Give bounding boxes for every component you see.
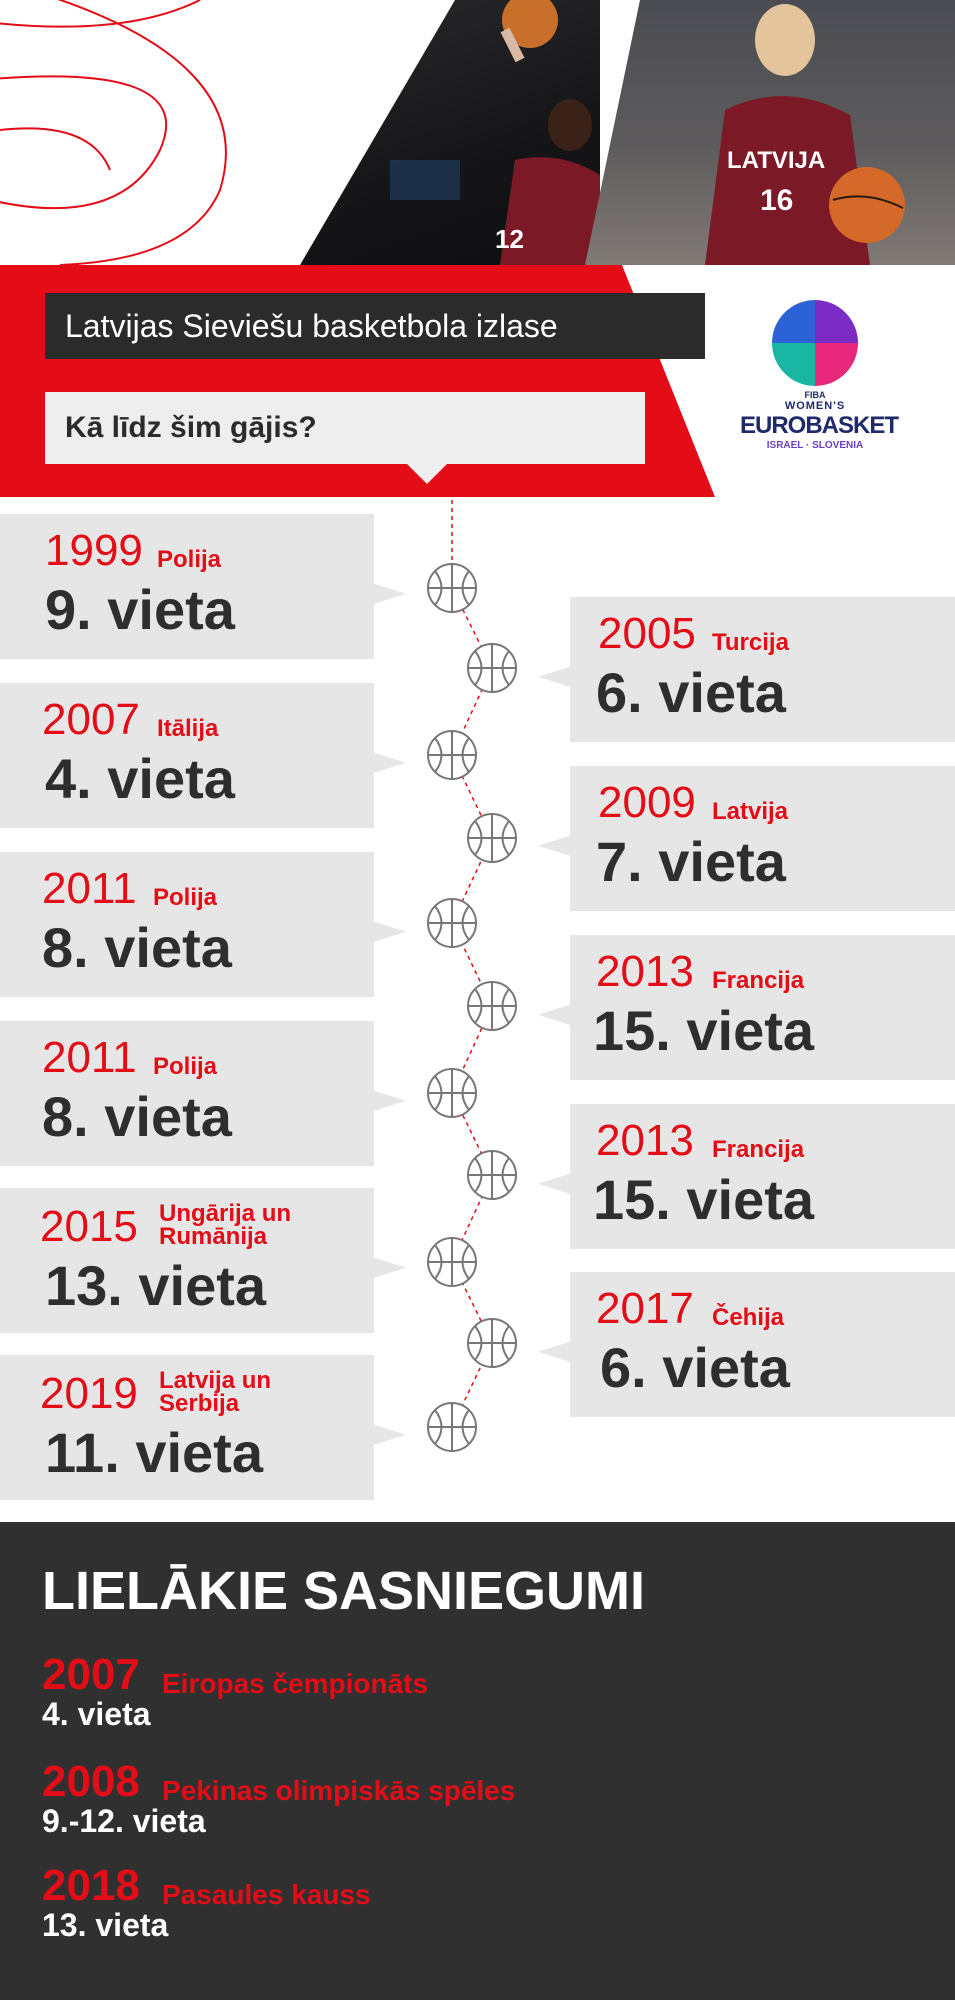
basketball-icon: [426, 562, 478, 614]
player-photo-right: LATVIJA 16: [585, 0, 955, 265]
achievement-year: 2018: [42, 1861, 140, 1910]
card-place: 9. vieta: [45, 578, 235, 641]
achievement-year: 2007: [42, 1650, 140, 1699]
timeline-card-2017: 2017 Čehija 6. vieta: [538, 1272, 955, 1417]
timeline-card-2007: 2007 Itālija 4. vieta: [0, 683, 406, 828]
card-place: 13. vieta: [45, 1254, 267, 1317]
timeline-card-2013-a: 2013 Francija 15. vieta: [538, 935, 955, 1080]
timeline-card-1999: 1999 Polija 9. vieta: [0, 514, 406, 659]
card-year: 2009: [598, 778, 696, 827]
achievement-place: 9.-12. vieta: [42, 1803, 206, 1839]
page-title: Latvijas Sieviešu basketbola izlase: [45, 293, 705, 359]
card-place: 8. vieta: [42, 1085, 232, 1148]
timeline-card-2019: 2019 Latvija un Serbija 11. vieta: [0, 1355, 406, 1500]
card-country: Čehija: [712, 1304, 785, 1331]
timeline-connector: [451, 500, 493, 1428]
card-place: 11. vieta: [45, 1421, 263, 1484]
hero-banner: 12 LATVIJA 16: [0, 0, 955, 265]
card-year: 2007: [42, 695, 140, 744]
achievement-event: Pekinas olimpiskās spēles: [162, 1775, 516, 1806]
card-country-line1: Latvija un: [159, 1367, 272, 1394]
card-year: 2013: [596, 1116, 694, 1165]
achievements-section: [0, 1522, 955, 2000]
card-country-line1: Ungārija un: [159, 1200, 292, 1227]
jersey-text-right: LATVIJA: [727, 147, 825, 174]
card-year: 1999: [45, 526, 143, 575]
achievement-place: 13. vieta: [42, 1907, 169, 1943]
subtitle-pointer: [405, 462, 449, 484]
basketball-icon: [426, 729, 478, 781]
basketball-icon: [466, 812, 518, 864]
card-place: 6. vieta: [600, 1336, 790, 1399]
basketball-icon: [466, 1149, 518, 1201]
card-year: 2013: [596, 947, 694, 996]
achievement-event: Eiropas čempionāts: [162, 1668, 429, 1699]
decorative-swirl: [0, 0, 227, 265]
card-year: 2011: [42, 1033, 137, 1082]
card-year: 2017: [596, 1284, 694, 1333]
basketball-icon: [426, 1236, 478, 1288]
logo-fiba: FIBA: [804, 390, 826, 400]
achievements-title: LIELĀKIE SASNIEGUMI: [42, 1561, 646, 1621]
card-country-line2: Rumānija: [159, 1223, 268, 1250]
logo-women: WOMEN'S: [784, 400, 846, 412]
card-place: 15. vieta: [593, 1168, 815, 1231]
card-year: 2015: [40, 1202, 138, 1251]
card-year: 2011: [42, 864, 137, 913]
timeline-card-2005: 2005 Turcija 6. vieta: [538, 597, 955, 742]
basketball-icon: [466, 980, 518, 1032]
basketball-icon: [466, 642, 518, 694]
card-place: 6. vieta: [596, 661, 786, 724]
card-year: 2019: [40, 1369, 138, 1418]
basketball-icon: [426, 1067, 478, 1119]
achievement-event: Pasaules kauss: [162, 1879, 371, 1910]
basketball-icon: [466, 1317, 518, 1369]
timeline-card-2013-b: 2013 Francija 15. vieta: [538, 1104, 955, 1249]
card-year: 2005: [598, 609, 696, 658]
card-country: Francija: [712, 967, 805, 994]
timeline-card-2009: 2009 Latvija 7. vieta: [538, 766, 955, 911]
card-place: 15. vieta: [593, 999, 815, 1062]
timeline-card-2011-a: 2011 Polija 8. vieta: [0, 852, 406, 997]
basketball-icon: [426, 1401, 478, 1453]
card-country: Turcija: [712, 629, 789, 656]
jersey-number-right: 16: [760, 184, 793, 217]
card-country: Latvija: [712, 798, 789, 825]
card-country: Polija: [157, 546, 222, 573]
timeline-card-2015: 2015 Ungārija un Rumānija 13. vieta: [0, 1188, 406, 1333]
achievement-year: 2008: [42, 1757, 140, 1806]
card-country: Francija: [712, 1136, 805, 1163]
player-silhouette-right: LATVIJA 16: [705, 4, 905, 265]
timeline-card-2011-b: 2011 Polija 8. vieta: [0, 1021, 406, 1166]
logo-ball-icon: [772, 300, 858, 386]
card-country-line2: Serbija: [159, 1390, 240, 1417]
logo-brand: EUROBASKET: [740, 412, 899, 439]
eurobasket-logo: FIBA WOMEN'S EUROBASKET ISRAEL · SLOVENI…: [740, 300, 899, 460]
card-place: 4. vieta: [45, 747, 235, 810]
jersey-number-left: 12: [495, 224, 524, 254]
basketball-icon: [426, 897, 478, 949]
card-country: Polija: [153, 1053, 218, 1080]
card-country: Polija: [153, 884, 218, 911]
card-place: 8. vieta: [42, 916, 232, 979]
player-photo-left: 12: [300, 0, 600, 265]
card-country: Itālija: [157, 715, 219, 742]
player-silhouette-left: 12: [390, 0, 600, 265]
logo-hosts: ISRAEL · SLOVENIA: [766, 440, 864, 451]
card-place: 7. vieta: [596, 830, 786, 893]
achievement-place: 4. vieta: [42, 1696, 151, 1732]
page-subtitle: Kā līdz šim gājis?: [45, 392, 645, 464]
